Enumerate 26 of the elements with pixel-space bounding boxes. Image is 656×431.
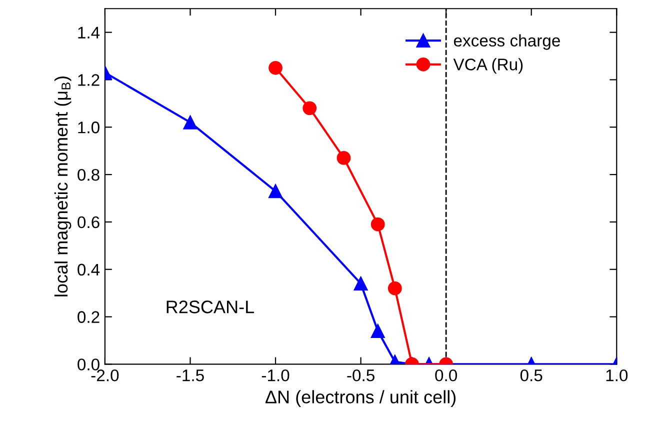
- x-tick-label: -1.5: [176, 370, 204, 382]
- y-tick-label: 0.0: [78, 358, 100, 370]
- y-tick-label: 1.4: [78, 26, 100, 38]
- legend-label: VCA (Ru): [453, 58, 523, 74]
- x-tick-label: -2.0: [91, 369, 119, 382]
- x-tick-label: 0.5: [520, 369, 542, 382]
- x-axis-title: ΔN (electrons / unit cell): [266, 390, 456, 407]
- y-axis-title: local magnetic moment (μ$_{B}$): [54, 76, 72, 296]
- annotation: R2SCAN-L: [166, 300, 254, 314]
- point: [370, 217, 385, 232]
- y-tick-label: 1.2: [78, 74, 100, 86]
- x-tick-label: -1.0: [262, 369, 290, 382]
- point: [268, 60, 282, 75]
- y-tick-label: 1.0: [78, 122, 100, 134]
- point: [183, 115, 198, 130]
- y-tick-label: 0.6: [78, 216, 100, 228]
- point: [268, 184, 282, 198]
- y-tick-label: 0.4: [78, 264, 100, 276]
- x-tick-label: 0.0: [435, 369, 458, 382]
- point: [302, 101, 317, 116]
- x-tick-label: -0.5: [347, 369, 374, 382]
- legend-label: excess charge: [454, 34, 560, 50]
- x-tick-label: 1.0: [606, 369, 628, 382]
- y-tick-label: 0.8: [78, 168, 100, 181]
- point: [336, 151, 351, 165]
- y-tick-label: 0.2: [78, 311, 100, 323]
